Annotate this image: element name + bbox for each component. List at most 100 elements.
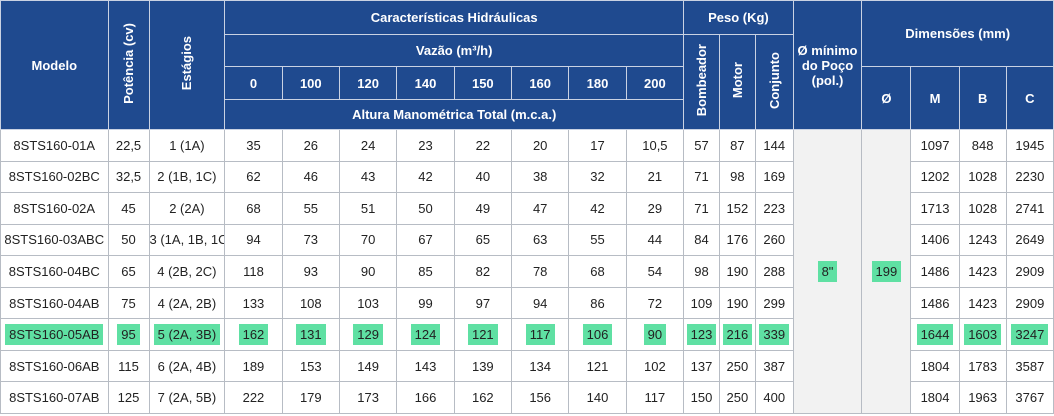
table-body: 8STS160-01A 22,5 1 (1A) 35 26 24 23 22 20 17 10,5 5…	[0, 129, 1054, 414]
header-poco: Ø mínimo do Poço (pol.)	[792, 0, 863, 130]
cell-motor: 98	[718, 160, 756, 194]
cell-bombeador: 71	[683, 160, 720, 194]
cell-conjunto: 223	[754, 192, 794, 225]
cell-altura: 65	[453, 223, 513, 257]
cell-altura-highlight: 117	[525, 324, 555, 346]
table-row: 8STS160-04AB 75 4 (2A, 2B) 133 108 103 99 97 94 8…	[0, 286, 1054, 320]
cell-altura: 29	[625, 192, 685, 225]
header-flow: 200	[625, 66, 685, 100]
cell-c-highlight: 3247	[1011, 324, 1049, 346]
header-potencia-label: Potência (cv)	[121, 23, 137, 104]
cell-modelo: 8STS160-02BC	[0, 160, 109, 194]
cell-altura: 118	[224, 255, 283, 288]
cell-altura: 99	[396, 286, 455, 320]
cell-b: 1028	[958, 160, 1007, 194]
cell-altura: 179	[281, 381, 340, 414]
cell-altura: 121	[568, 349, 627, 383]
cell-m: 1713	[910, 192, 960, 225]
cell-altura: 62	[224, 160, 283, 194]
cell-bombeador: 123	[683, 318, 720, 351]
cell-altura: 131	[281, 318, 340, 351]
header-c: C	[1005, 66, 1054, 130]
cell-conjunto: 400	[754, 381, 794, 414]
header-caracteristicas: Características Hidráulicas	[224, 0, 685, 35]
cell-altura: 47	[510, 192, 570, 225]
cell-bombeador: 109	[683, 286, 720, 320]
cell-potencia: 115	[107, 349, 150, 383]
header-modelo: Modelo	[0, 0, 109, 130]
cell-motor: 176	[718, 223, 756, 257]
cell-altura: 20	[510, 129, 570, 162]
cell-altura: 32	[568, 160, 627, 194]
header-flow: 180	[568, 66, 627, 100]
cell-altura-highlight: 131	[295, 324, 326, 346]
cell-estagios: 2 (1B, 1C)	[148, 160, 226, 194]
table-row: 8STS160-06AB 115 6 (2A, 4B) 189 153 149 143 139…	[0, 349, 1054, 383]
cell-altura: 22	[453, 129, 513, 162]
cell-bombeador: 137	[683, 349, 720, 383]
cell-bombeador: 57	[683, 129, 720, 162]
cell-potencia: 32,5	[107, 160, 150, 194]
cell-altura: 162	[453, 381, 513, 414]
header-flow: 0	[224, 66, 283, 100]
cell-poco: 8"	[792, 129, 863, 414]
cell-b: 1783	[958, 349, 1007, 383]
cell-b-highlight: 1603	[964, 324, 1002, 346]
cell-altura: 42	[396, 160, 455, 194]
cell-potencia: 22,5	[107, 129, 150, 162]
cell-estagios: 3 (1A, 1B, 1C)	[148, 223, 226, 257]
cell-b: 848	[958, 129, 1007, 162]
table-row: 8STS160-05AB 95 5 (2A, 3B) 162 131 129 124 121 1…	[0, 318, 1054, 351]
cell-motor: 87	[718, 129, 756, 162]
cell-b: 1423	[958, 255, 1007, 288]
table-row: 8STS160-02BC 32,5 2 (1B, 1C) 62 46 43 42 40 38 32…	[0, 160, 1054, 194]
cell-altura: 106	[568, 318, 627, 351]
cell-motor: 250	[718, 349, 756, 383]
cell-altura: 133	[224, 286, 283, 320]
cell-altura: 26	[281, 129, 340, 162]
cell-altura: 121	[453, 318, 513, 351]
cell-altura: 86	[568, 286, 627, 320]
cell-modelo: 8STS160-03ABC	[0, 223, 109, 257]
cell-altura: 189	[224, 349, 283, 383]
cell-altura: 149	[338, 349, 398, 383]
cell-conjunto: 169	[754, 160, 794, 194]
cell-conjunto: 339	[754, 318, 794, 351]
table-row: 8STS160-07AB 125 7 (2A, 5B) 222 179 173 166 162…	[0, 381, 1054, 414]
cell-altura: 94	[510, 286, 570, 320]
cell-altura: 44	[625, 223, 685, 257]
cell-c: 1945	[1005, 129, 1054, 162]
cell-c: 2741	[1005, 192, 1054, 225]
cell-altura: 82	[453, 255, 513, 288]
cell-altura: 140	[568, 381, 627, 414]
cell-altura: 85	[396, 255, 455, 288]
cell-m: 1486	[910, 286, 960, 320]
cell-estagios: 7 (2A, 5B)	[148, 381, 226, 414]
cell-altura: 222	[224, 381, 283, 414]
header-potencia: Potência (cv)	[107, 0, 150, 130]
table-row: 8STS160-04BC 65 4 (2B, 2C) 118 93 90 85 82 78 68 5…	[0, 255, 1054, 288]
cell-altura: 143	[396, 349, 455, 383]
cell-potencia-highlight: 95	[117, 324, 140, 346]
table-row: 8STS160-01A 22,5 1 (1A) 35 26 24 23 22 20 17 10,5 5…	[0, 129, 1054, 414]
header-motor: Motor	[718, 34, 756, 130]
cell-altura: 117	[625, 381, 685, 414]
cell-altura: 46	[281, 160, 340, 194]
cell-conjunto: 387	[754, 349, 794, 383]
cell-altura: 10,5	[625, 129, 685, 162]
cell-modelo: 8STS160-07AB	[0, 381, 109, 414]
cell-altura: 40	[453, 160, 513, 194]
cell-modelo: 8STS160-05AB	[0, 318, 109, 351]
cell-c: 3247	[1005, 318, 1054, 351]
cell-altura: 23	[396, 129, 455, 162]
cell-altura: 55	[568, 223, 627, 257]
cell-c: 2909	[1005, 286, 1054, 320]
cell-altura: 90	[625, 318, 685, 351]
cell-altura: 97	[453, 286, 513, 320]
cell-c: 2649	[1005, 223, 1054, 257]
header-flow: 160	[510, 66, 570, 100]
cell-diam: 199	[861, 129, 912, 414]
cell-modelo: 8STS160-04AB	[0, 286, 109, 320]
cell-b: 1603	[958, 318, 1007, 351]
cell-m: 1486	[910, 255, 960, 288]
